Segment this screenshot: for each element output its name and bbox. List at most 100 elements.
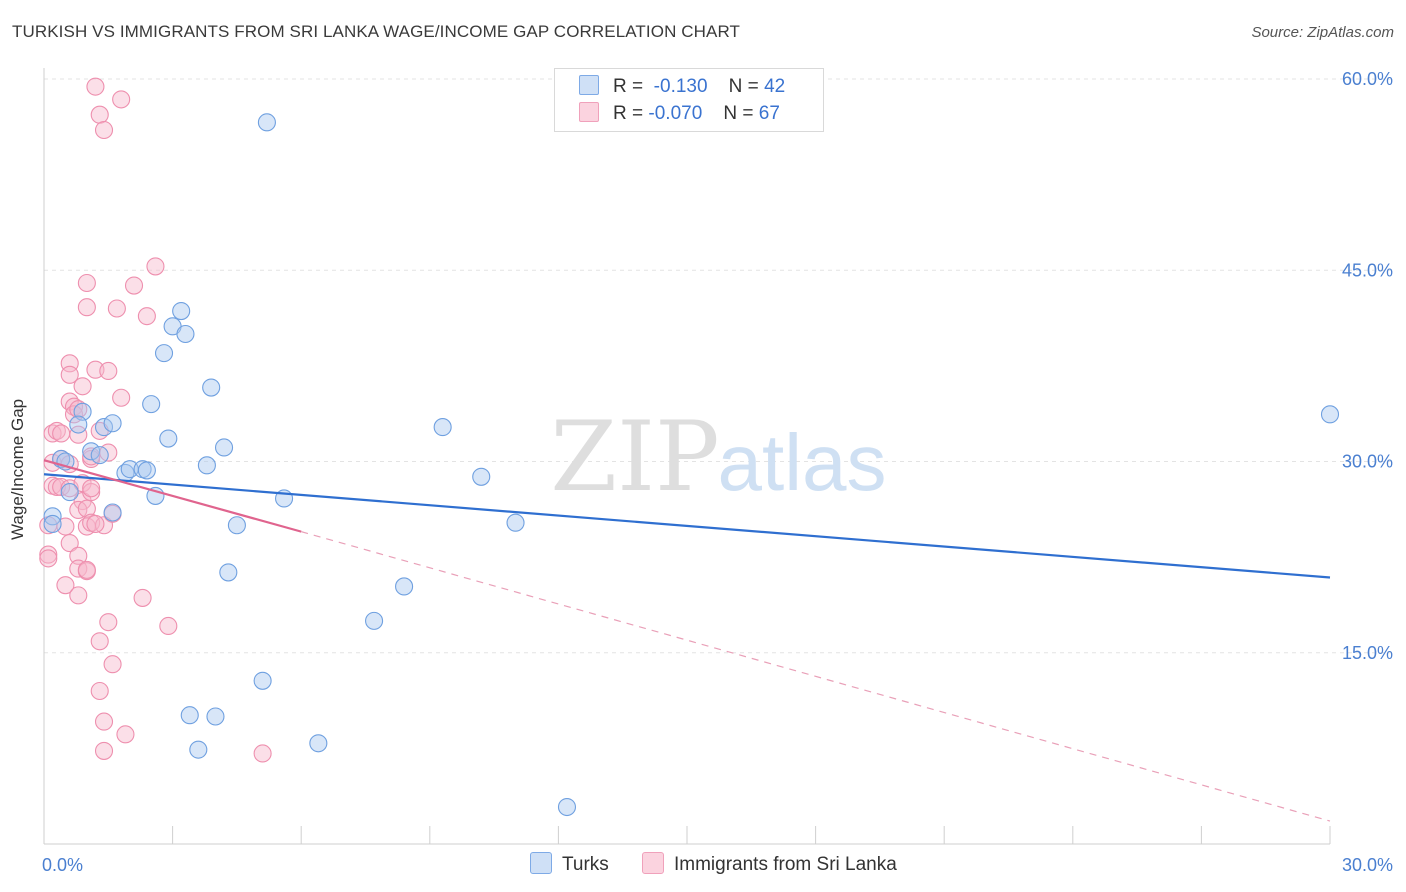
point-sri-lanka	[86, 77, 105, 96]
point-sri-lanka	[90, 681, 109, 701]
point-sri-lanka	[94, 120, 114, 140]
point-turks	[365, 611, 384, 630]
point-turks	[180, 706, 199, 725]
point-sri-lanka	[77, 560, 96, 579]
point-turks	[172, 301, 191, 321]
legend-n-value: 42	[764, 76, 786, 97]
point-turks	[214, 438, 234, 457]
legend-swatch-turks	[579, 75, 599, 95]
point-sri-lanka	[116, 725, 135, 744]
point-sri-lanka	[77, 499, 96, 518]
point-sri-lanka	[69, 586, 88, 605]
point-turks	[154, 344, 174, 363]
point-sri-lanka	[103, 655, 122, 674]
point-turks	[309, 734, 328, 753]
watermark: ZIP atlas	[550, 401, 886, 513]
legend-n-label: N =	[728, 76, 759, 97]
y-tick-label: 60.0%	[1342, 69, 1393, 89]
point-sri-lanka	[159, 616, 178, 636]
bottom-legend-swatch-sri-lanka	[642, 852, 664, 874]
point-sri-lanka	[107, 299, 126, 318]
trend-line-turks	[43, 473, 1331, 579]
point-turks	[202, 378, 221, 397]
legend-n-value: 67	[758, 103, 780, 124]
point-turks	[219, 563, 238, 582]
data-points	[39, 77, 1340, 817]
x-tick-label: 30.0%	[1342, 855, 1393, 875]
point-sri-lanka	[39, 545, 58, 564]
point-sri-lanka	[94, 712, 114, 731]
bottom-legend-sri-lanka: Immigrants from Sri Lanka	[642, 852, 897, 876]
point-turks	[90, 446, 109, 465]
trend-line-sri-lanka-extension	[301, 531, 1331, 822]
point-sri-lanka	[99, 361, 118, 381]
point-turks	[506, 513, 525, 532]
legend-r-value: -0.130	[653, 76, 708, 97]
point-turks	[206, 707, 225, 726]
point-turks	[69, 415, 88, 434]
point-sri-lanka	[146, 257, 165, 276]
y-tick-label: 30.0%	[1342, 452, 1393, 472]
point-sri-lanka	[112, 388, 131, 407]
legend-swatch-sri-lanka	[579, 102, 599, 122]
point-turks	[103, 414, 122, 433]
point-sri-lanka	[39, 549, 58, 568]
point-sri-lanka	[60, 534, 79, 553]
point-turks	[472, 467, 491, 486]
point-turks	[43, 507, 62, 526]
bottom-legend-swatch-turks	[530, 852, 552, 874]
point-sri-lanka	[86, 360, 105, 379]
point-turks	[103, 503, 122, 522]
point-sri-lanka	[56, 576, 75, 595]
chart-title: TURKISH VS IMMIGRANTS FROM SRI LANKA WAG…	[12, 22, 741, 41]
point-turks	[557, 797, 577, 817]
point-sri-lanka	[133, 588, 152, 607]
y-tick-label: 45.0%	[1342, 260, 1393, 280]
point-turks	[1320, 405, 1340, 424]
point-sri-lanka	[112, 90, 131, 109]
bottom-legend-label: Immigrants from Sri Lanka	[674, 854, 897, 875]
gridlines	[44, 78, 1392, 654]
watermark-atlas: atlas	[718, 418, 887, 507]
watermark-zip: ZIP	[550, 401, 719, 513]
legend-r-label: R =	[613, 103, 644, 124]
point-sri-lanka	[137, 307, 156, 326]
legend-r-label: R =	[613, 76, 644, 97]
legend-row-sri-lanka: R = -0.070 N = 67	[579, 102, 780, 126]
axes	[43, 68, 1331, 845]
point-turks	[94, 418, 114, 437]
point-sri-lanka	[77, 298, 96, 317]
x-tick-label: 0.0%	[42, 855, 83, 875]
point-sri-lanka	[99, 613, 118, 632]
bottom-legend-turks: Turks	[530, 852, 609, 876]
point-sri-lanka	[253, 744, 272, 763]
point-turks	[82, 442, 101, 461]
point-turks	[189, 740, 208, 759]
point-sri-lanka	[94, 741, 114, 760]
point-sri-lanka	[90, 632, 109, 651]
trend-line-sri-lanka	[43, 459, 302, 533]
point-sri-lanka	[82, 483, 101, 502]
trend-lines	[43, 459, 1331, 822]
point-turks	[43, 514, 62, 534]
legend-n-label: N =	[723, 103, 754, 124]
point-sri-lanka	[73, 377, 92, 396]
point-turks	[395, 577, 414, 596]
point-sri-lanka	[60, 365, 79, 384]
y-tick-label: 15.0%	[1342, 643, 1393, 663]
point-turks	[257, 113, 276, 132]
point-sri-lanka	[124, 276, 144, 295]
point-turks	[253, 671, 272, 690]
point-turks	[142, 395, 161, 414]
stats-legend: R = -0.130 N = 42 R = -0.070 N = 67	[554, 68, 824, 132]
point-sri-lanka	[82, 479, 101, 498]
point-sri-lanka	[52, 424, 71, 443]
tick-labels: 15.0% 30.0% 45.0% 60.0% 0.0% 30.0%	[42, 69, 1393, 875]
point-sri-lanka	[86, 514, 105, 534]
point-turks	[137, 461, 156, 480]
source-credit: Source: ZipAtlas.com	[1251, 24, 1394, 41]
bottom-legend-label: Turks	[562, 854, 609, 875]
point-sri-lanka	[69, 425, 88, 444]
legend-row-turks: R = -0.130 N = 42	[579, 75, 785, 99]
